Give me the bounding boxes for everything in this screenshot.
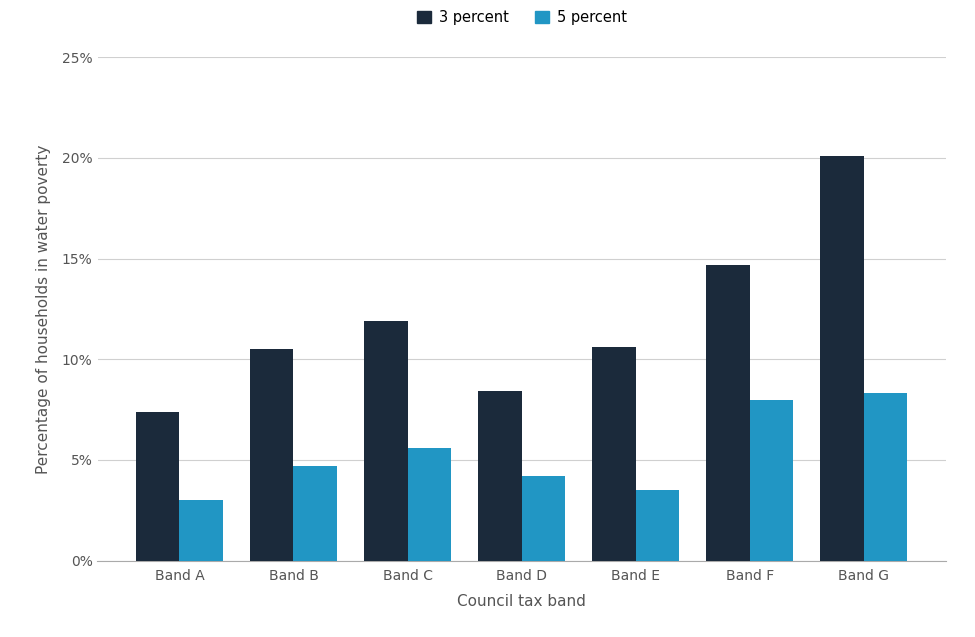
Bar	[864, 394, 907, 561]
Bar	[251, 349, 293, 561]
Bar	[636, 490, 679, 561]
Bar	[707, 264, 750, 561]
Bar	[593, 347, 636, 561]
Bar	[293, 466, 336, 561]
Y-axis label: Percentage of households in water poverty: Percentage of households in water povert…	[36, 144, 51, 474]
Legend: 3 percent, 5 percent: 3 percent, 5 percent	[410, 4, 633, 31]
Bar	[136, 412, 179, 561]
Bar	[408, 448, 450, 561]
Bar	[365, 321, 408, 561]
Bar	[522, 476, 565, 561]
Bar	[821, 156, 864, 561]
Bar	[479, 392, 522, 561]
X-axis label: Council tax band: Council tax band	[457, 594, 586, 609]
Bar	[179, 500, 222, 561]
Bar	[750, 399, 793, 561]
